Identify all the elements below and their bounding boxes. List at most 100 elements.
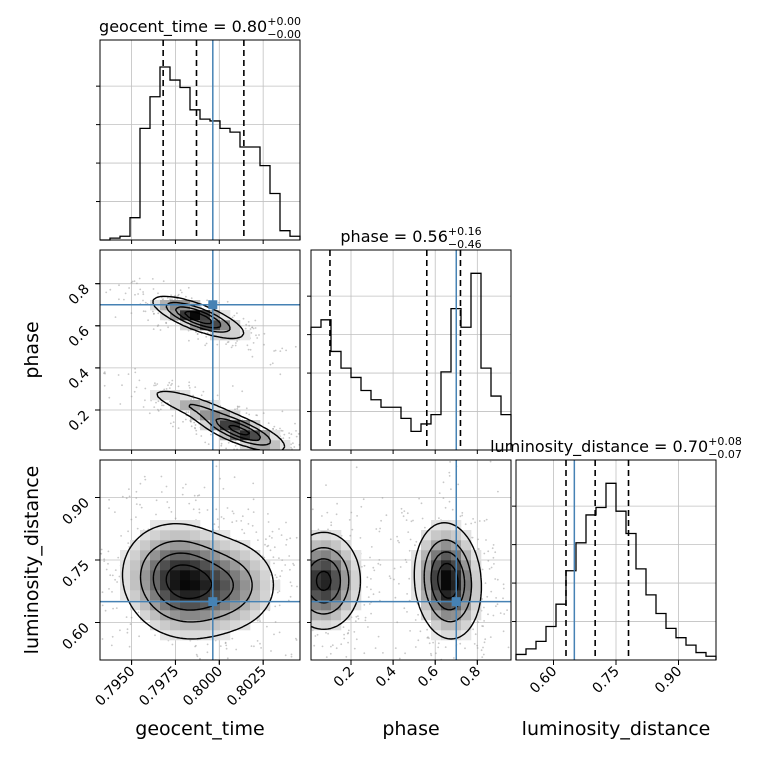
x-tick-label: 0.7950 — [92, 664, 138, 710]
sample-point — [252, 342, 255, 344]
sample-point — [154, 382, 156, 385]
sample-point — [405, 519, 408, 521]
density-cell — [150, 390, 161, 401]
sample-point — [328, 681, 330, 683]
sample-point — [187, 411, 190, 413]
sample-point — [100, 548, 103, 551]
sample-point — [373, 569, 376, 572]
sample-point — [110, 644, 113, 647]
sample-point — [247, 523, 250, 525]
sample-point — [195, 429, 198, 432]
sample-point — [161, 404, 163, 407]
sample-point — [289, 595, 292, 598]
sample-point — [267, 521, 270, 523]
sample-point — [220, 444, 223, 447]
density-cell — [250, 580, 261, 591]
density-cell — [180, 320, 191, 331]
sample-point — [163, 388, 166, 391]
sample-point — [406, 512, 409, 515]
sample-point — [476, 689, 478, 691]
sample-point — [335, 513, 338, 516]
sample-point — [417, 613, 419, 616]
sample-point — [256, 337, 259, 339]
sample-point — [155, 513, 157, 516]
sample-point — [104, 372, 106, 375]
sample-point — [364, 619, 367, 622]
density-cell — [160, 630, 171, 641]
sample-point — [309, 531, 311, 533]
sample-point — [472, 628, 474, 631]
sample-point — [306, 586, 308, 588]
density-cell — [431, 600, 442, 611]
sample-point — [141, 751, 143, 753]
sample-point — [288, 555, 291, 557]
sample-point — [276, 550, 278, 552]
sample-point — [185, 295, 187, 298]
density-cell — [200, 410, 211, 421]
x-tick-label: 0.75 — [589, 664, 622, 697]
density-cell — [170, 630, 181, 641]
sample-point — [267, 538, 269, 540]
sample-point — [166, 297, 169, 299]
density-cell — [240, 570, 251, 581]
sample-point — [182, 487, 184, 489]
sample-point — [250, 454, 252, 456]
sample-point — [195, 644, 197, 647]
sample-point — [418, 497, 420, 500]
sample-point — [362, 498, 365, 501]
sample-point — [236, 407, 239, 410]
sample-point — [356, 515, 358, 517]
sample-point — [310, 458, 312, 460]
sample-point — [414, 544, 416, 547]
density-cell — [120, 570, 131, 581]
sample-point — [363, 652, 366, 655]
sample-point — [137, 611, 140, 614]
sample-point — [188, 339, 190, 342]
sample-point — [489, 460, 492, 463]
contour-line — [174, 306, 262, 442]
density-cell — [311, 560, 322, 571]
sample-point — [121, 384, 123, 387]
sample-point — [278, 604, 281, 607]
density-cell — [190, 530, 201, 541]
sample-point — [307, 577, 309, 579]
sample-point — [278, 631, 281, 634]
sample-point — [186, 671, 188, 673]
sample-point — [481, 598, 484, 600]
sample-point — [421, 517, 424, 520]
sample-point — [157, 408, 159, 411]
sample-point — [490, 590, 493, 593]
sample-point — [481, 656, 484, 658]
sample-point — [444, 506, 447, 509]
density-cell — [230, 600, 241, 611]
density-cell — [311, 540, 322, 551]
sample-point — [160, 491, 163, 493]
sample-point — [308, 618, 310, 620]
sample-point — [256, 640, 259, 642]
histogram-geocent_time — [100, 66, 301, 241]
density-cell — [240, 600, 251, 611]
density-cell — [220, 570, 231, 581]
sample-point — [248, 413, 251, 416]
sample-point — [279, 350, 282, 352]
sample-point — [127, 530, 129, 533]
sample-point — [225, 647, 228, 650]
sample-point — [306, 605, 308, 607]
sample-point — [290, 508, 292, 510]
density-cell — [180, 550, 191, 561]
sample-point — [301, 570, 303, 572]
sample-point — [182, 420, 184, 423]
sample-point — [255, 414, 258, 416]
sample-point — [424, 526, 426, 529]
sample-point — [144, 399, 146, 402]
density-cell — [130, 570, 141, 581]
sample-point — [347, 629, 350, 632]
sample-point — [330, 524, 333, 527]
density-cell — [441, 590, 452, 601]
sample-point — [245, 323, 248, 326]
density-cell — [170, 550, 181, 561]
density-cell — [190, 320, 201, 331]
density-cell — [421, 550, 432, 561]
sample-point — [487, 559, 490, 562]
sample-point — [168, 381, 171, 384]
